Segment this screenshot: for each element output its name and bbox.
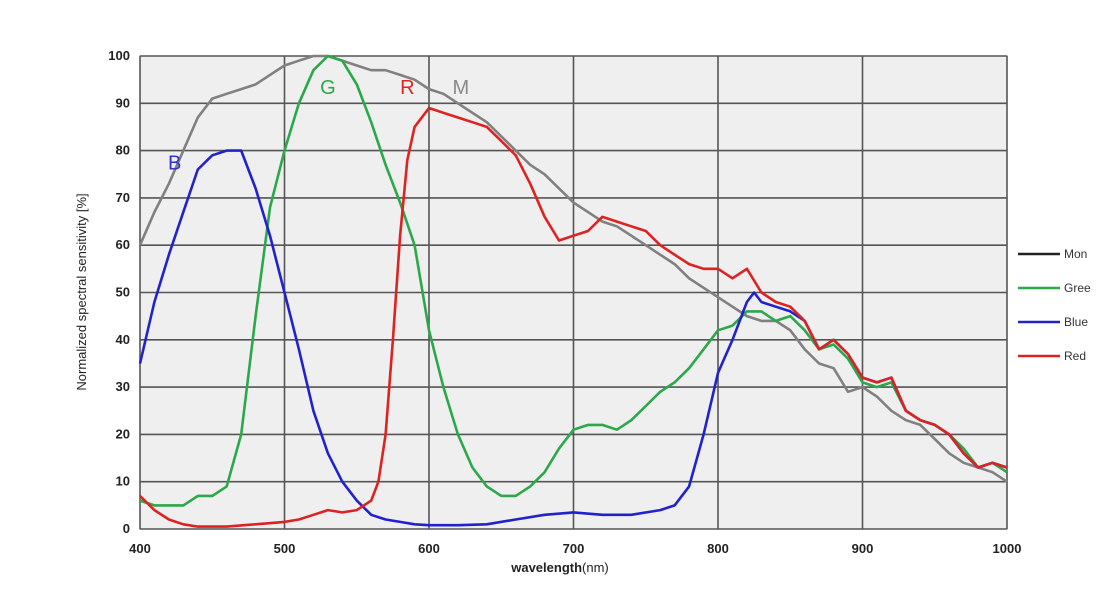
y-tick-40: 40 [116, 332, 130, 347]
x-tick-labels: 400 500 600 700 800 900 1000 [129, 541, 1021, 556]
y-tick-30: 30 [116, 379, 130, 394]
series-line-red [139, 106, 1008, 528]
y-tick-60: 60 [116, 237, 130, 252]
series-lines [138, 54, 1008, 528]
legend-label-mono: Mon [1064, 247, 1087, 261]
y-tick-20: 20 [116, 426, 130, 441]
y-axis-title: Normalized spectral sensitivity [%] [74, 193, 89, 390]
x-tick-500: 500 [274, 541, 296, 556]
y-tick-50: 50 [116, 285, 130, 300]
x-tick-900: 900 [852, 541, 874, 556]
y-tick-80: 80 [116, 143, 130, 158]
y-tick-0: 0 [123, 521, 130, 536]
y-tick-90: 90 [116, 95, 130, 110]
grid [139, 55, 1008, 530]
x-axis-title: wavelength(nm) [510, 560, 609, 575]
legend-label-green: Gree [1064, 281, 1091, 295]
curve-label-red: R [400, 77, 414, 99]
y-tick-10: 10 [116, 474, 130, 489]
x-tick-600: 600 [418, 541, 440, 556]
x-tick-800: 800 [707, 541, 729, 556]
y-tick-70: 70 [116, 190, 130, 205]
x-axis-title-unit: (nm) [582, 560, 609, 575]
curve-label-blue: B [168, 153, 181, 175]
x-axis-title-bold: wavelength [510, 560, 582, 575]
curve-label-green: G [320, 77, 336, 99]
legend-label-blue: Blue [1064, 315, 1088, 329]
x-tick-1000: 1000 [993, 541, 1022, 556]
series-line-green [139, 54, 1008, 507]
y-tick-labels: 0 10 20 30 40 50 60 70 80 90 100 [108, 48, 130, 536]
y-tick-100: 100 [108, 48, 130, 63]
curve-labels: B G R M [168, 77, 469, 175]
curve-label-mono: M [452, 77, 469, 99]
legend: Mon Gree Blue Red [1018, 247, 1091, 363]
x-tick-700: 700 [563, 541, 585, 556]
series-line-mono [138, 54, 1008, 483]
legend-label-red: Red [1064, 349, 1086, 363]
x-tick-400: 400 [129, 541, 151, 556]
